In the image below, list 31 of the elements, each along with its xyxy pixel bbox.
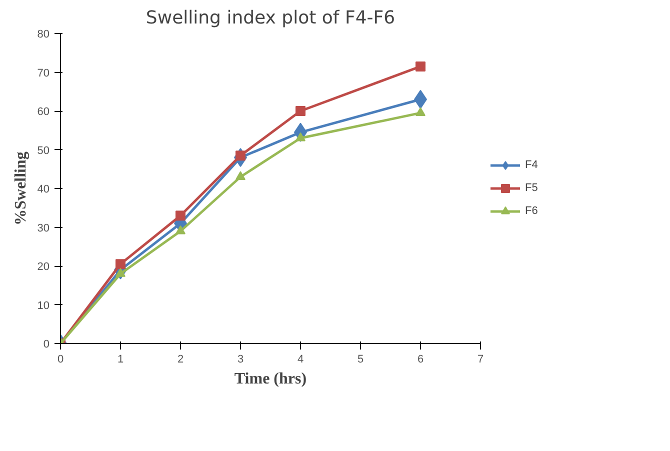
legend-label: F4: [525, 159, 539, 171]
x-axis-title: Time (hrs): [234, 370, 307, 388]
x-tick-label: 0: [57, 354, 64, 366]
y-tick-label: 80: [37, 28, 50, 40]
point: [416, 107, 426, 116]
y-tick-label: 0: [43, 338, 50, 350]
legend-label: F5: [525, 182, 539, 194]
x-tick-label: 7: [477, 354, 484, 366]
y-tick-label: 50: [37, 144, 50, 157]
y-tick-label: 20: [37, 261, 50, 273]
point: [176, 225, 186, 234]
point: [416, 61, 426, 72]
point: [116, 259, 126, 270]
x-tick-label: 2: [177, 354, 184, 366]
legend-label: F6: [525, 205, 539, 217]
point: [116, 268, 126, 277]
y-tick-label: 30: [37, 222, 50, 234]
x-tick-label: 4: [297, 354, 304, 366]
point: [296, 106, 306, 116]
chart-title: Swelling index plot of F4-F6: [146, 8, 396, 28]
y-axis-title: %Swelling: [12, 152, 30, 226]
x-tick-label: 5: [357, 354, 364, 366]
point: [176, 210, 186, 221]
x-tick-label: 1: [117, 354, 124, 366]
y-tick-label: 60: [37, 106, 50, 118]
y-tick-label: 70: [37, 67, 50, 80]
x-tick-label: 6: [417, 354, 424, 366]
x-tick-label: 3: [237, 354, 244, 366]
y-tick-label: 40: [37, 184, 50, 196]
point: [236, 171, 246, 180]
y-tick-label: 10: [37, 300, 50, 312]
